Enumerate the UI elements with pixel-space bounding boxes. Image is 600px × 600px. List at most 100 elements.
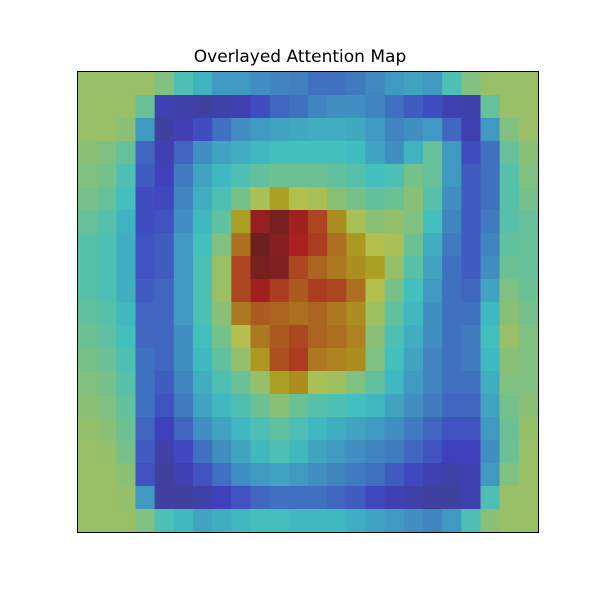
heatmap-cell [384,118,405,142]
heatmap-cell [423,210,443,234]
heatmap-cell [499,486,520,510]
heatmap-cell [173,486,194,510]
heatmap-cell [78,210,98,234]
heatmap-cell [403,210,424,234]
heatmap-cell [250,72,271,96]
heatmap-cell [442,486,462,510]
heatmap-cell [97,302,117,326]
heatmap-cell [461,210,482,234]
heatmap-cell [499,463,520,487]
heatmap-cell [384,256,405,280]
heatmap-cell [97,509,117,532]
heatmap-cell [499,141,520,165]
heatmap-cell [423,463,443,487]
heatmap-cell [346,118,367,142]
heatmap-cell [173,463,194,487]
heatmap-cell [423,394,443,418]
heatmap-cell [518,325,538,349]
heatmap-cell [154,509,175,532]
heatmap-cell [403,95,424,119]
heatmap-cell [135,486,156,510]
heatmap-cell [212,371,232,395]
heatmap-cell [423,325,443,349]
heatmap-cell [97,348,117,372]
heatmap-cell [212,256,232,280]
heatmap-cell [518,95,538,119]
heatmap-cell [461,118,482,142]
heatmap-cell [518,164,538,188]
heatmap-cell [116,486,137,510]
heatmap-cell [250,371,271,395]
heatmap-cell [518,394,538,418]
heatmap-cell [461,325,482,349]
heatmap-cell [403,486,424,510]
heatmap-cell [288,348,309,372]
figure-title: Overlayed Attention Map [193,47,407,67]
heatmap-cell [461,279,482,303]
heatmap-cell [269,118,290,142]
heatmap-cell [288,417,309,441]
heatmap-cell [288,256,309,280]
heatmap-cell [212,486,232,510]
heatmap-cell [250,440,271,464]
heatmap-cell [78,486,98,510]
heatmap-cell [154,463,175,487]
heatmap-cell [442,256,462,280]
heatmap-cell [442,417,462,441]
heatmap-cell [423,95,443,119]
heatmap-cell [193,141,213,165]
heatmap-cell [154,187,175,211]
heatmap-cell [212,279,232,303]
heatmap-cell [308,279,328,303]
heatmap-cell [442,279,462,303]
heatmap-cell [499,95,520,119]
heatmap-cell [518,509,538,532]
heatmap-cell [135,463,156,487]
heatmap-cell [193,256,213,280]
heatmap-cell [499,210,520,234]
heatmap-cell [423,233,443,257]
heatmap-cell [97,95,117,119]
heatmap-cell [135,118,156,142]
heatmap-cell [97,210,117,234]
heatmap-cell [423,187,443,211]
heatmap-cell [154,394,175,418]
heatmap-cell [78,95,98,119]
heatmap-cell [212,348,232,372]
heatmap-cell [327,72,347,96]
heatmap-cell [250,325,271,349]
heatmap-cell [154,233,175,257]
heatmap-cell [250,509,271,532]
heatmap-cell [327,440,347,464]
heatmap-cell [288,486,309,510]
heatmap-cell [116,164,137,188]
heatmap-cell [231,371,252,395]
heatmap-cell [365,394,386,418]
heatmap-cell [250,187,271,211]
heatmap-cell [346,509,367,532]
heatmap-cell [365,164,386,188]
heatmap-cell [365,463,386,487]
heatmap-cell [173,210,194,234]
heatmap-cell [154,141,175,165]
heatmap-cell [384,72,405,96]
heatmap-cell [308,486,328,510]
heatmap-cell [327,348,347,372]
heatmap-cell [231,187,252,211]
heatmap-cell [384,164,405,188]
heatmap-cell [442,233,462,257]
heatmap-cell [365,325,386,349]
heatmap-cell [135,141,156,165]
heatmap-cell [308,463,328,487]
heatmap-cell [231,417,252,441]
heatmap-cell [499,325,520,349]
heatmap-cell [384,187,405,211]
heatmap-cell [327,463,347,487]
heatmap-cell [269,394,290,418]
heatmap-cell [518,187,538,211]
heatmap-cell [250,95,271,119]
heatmap-cell [461,141,482,165]
heatmap-cell [499,509,520,532]
heatmap-cell [384,302,405,326]
heatmap-cell [308,187,328,211]
